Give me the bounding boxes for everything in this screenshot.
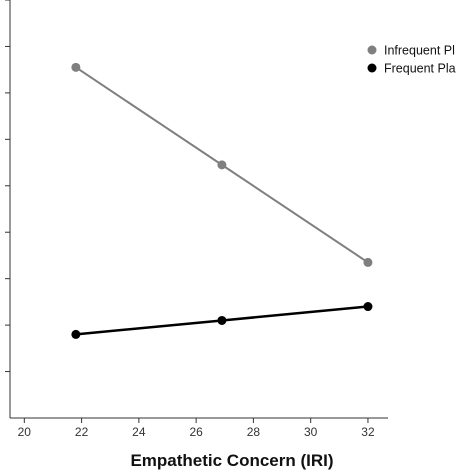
x-tick-label: 28 [247, 425, 261, 439]
series-1 [71, 62, 373, 267]
x-axis: 20 22 24 26 28 30 32 [10, 417, 388, 439]
legend-label: Infrequent Pl [384, 44, 455, 58]
x-tick-label: 24 [132, 425, 146, 439]
series-2 [71, 302, 373, 339]
legend: Infrequent Pl Frequent Pla [367, 44, 456, 76]
data-point [363, 257, 373, 267]
x-tick-label: 32 [361, 425, 375, 439]
legend-label: Frequent Pla [384, 62, 456, 76]
y-axis [5, 0, 11, 418]
x-axis-label: Empathetic Concern (IRI) [130, 451, 333, 470]
series-layer [71, 62, 373, 339]
x-tick-label: 26 [189, 425, 203, 439]
legend-marker [367, 63, 377, 73]
data-point [217, 160, 227, 170]
data-point [71, 62, 81, 72]
x-tick-label: 30 [304, 425, 318, 439]
data-point [363, 302, 373, 312]
x-tick-label: 20 [18, 425, 32, 439]
legend-marker [367, 45, 377, 55]
data-point [71, 329, 81, 339]
data-point [217, 315, 227, 325]
x-tick-label: 22 [75, 425, 89, 439]
